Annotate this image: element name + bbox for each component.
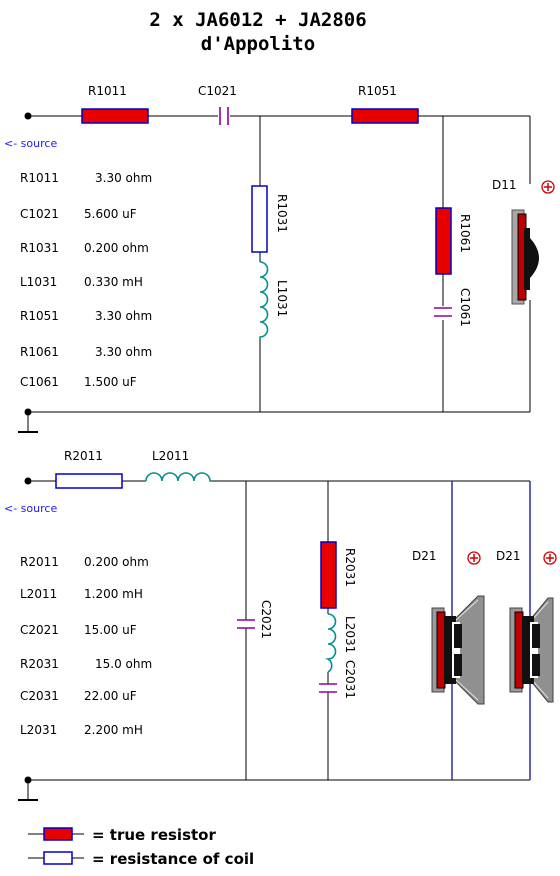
value-name: R2031 [20,657,59,671]
inductor-l1031 [259,261,269,340]
value-name: C2021 [20,623,59,637]
label-r1061: R1061 [458,214,472,253]
value-name: R1031 [20,241,59,255]
label-c1021: C1021 [198,84,237,98]
legend-true-resistor: = true resistor [92,826,216,844]
label-r1051: R1051 [358,84,397,98]
legend: = true resistor = resistance of coil [28,826,254,868]
resistor-r1011 [81,108,149,124]
value-list-top: R1011 3.30 ohm C1021 5.600 uF R1031 0.20… [20,171,152,389]
label-c2021: C2021 [259,600,273,639]
inductor-l2011 [145,472,211,482]
value-amount: 15.0 ohm [95,657,152,671]
label-d21-1: D21 [412,549,437,563]
value-name: R1051 [20,309,59,323]
input-terminal [24,477,32,485]
value-amount: 0.200 ohm [84,555,149,569]
label-r1031: R1031 [275,194,289,233]
value-name: R1061 [20,345,59,359]
input-terminal [24,112,32,120]
tweeter-d11-icon [511,184,539,305]
polarity-plus-icon [543,551,557,565]
resistor-r1051 [351,108,419,124]
label-l2011: L2011 [152,449,189,463]
label-r2011: R2011 [64,449,103,463]
value-amount: 3.30 ohm [95,309,152,323]
label-d21-2: D21 [496,549,521,563]
value-name: C1061 [20,375,59,389]
value-amount: 0.200 ohm [84,241,149,255]
title-line-2: d'Appolito [201,33,315,55]
inductor-l2031 [325,613,337,673]
legend-coil-resistance: = resistance of coil [92,850,254,868]
label-r1011: R1011 [88,84,127,98]
value-name: L2011 [20,587,57,601]
legend-coil-resistance-swatch [43,851,73,865]
label-c2031: C2031 [343,660,357,699]
resistor-r2031 [320,541,337,609]
value-name: R1011 [20,171,59,185]
label-c1061: C1061 [458,288,472,327]
value-amount: 1.200 mH [84,587,143,601]
coil-resistance-r1031 [251,185,268,253]
value-name: L2031 [20,723,57,737]
label-l2031: L2031 [343,616,357,653]
label-l1031: L1031 [275,280,289,317]
polarity-plus-icon [467,551,481,565]
value-amount: 2.200 mH [84,723,143,737]
tweeter-body [524,228,530,290]
title-line-1: 2 x JA6012 + JA2806 [149,9,366,31]
value-name: C2031 [20,689,59,703]
value-name: L1031 [20,275,57,289]
source-label-bottom: <- source [4,502,57,515]
value-name: R2011 [20,555,59,569]
bottom-circuit: R2011 L2011 C2021 R2031 L2031 C2031 [4,449,557,801]
value-amount: 22.00 uF [84,689,137,703]
value-amount: 1.500 uF [84,375,137,389]
label-r2031: R2031 [343,548,357,587]
woofer-d21-icon [431,595,485,705]
woofer-d21-icon [509,597,554,703]
value-name: C1021 [20,207,59,221]
value-amount: 0.330 mH [84,275,143,289]
tweeter-dome [530,238,539,278]
coil-resistance-r2011 [55,473,123,489]
legend-true-resistor-swatch [43,827,73,841]
source-label-top: <- source [4,137,57,150]
value-amount: 3.30 ohm [95,345,152,359]
value-amount: 15.00 uF [84,623,137,637]
resistor-r1061 [435,207,452,275]
polarity-plus-icon [541,180,555,194]
value-amount: 3.30 ohm [95,171,152,185]
value-amount: 5.600 uF [84,207,137,221]
top-circuit: R1011 C1021 R1051 R1031 L1031 R1061 C106… [4,84,555,433]
label-d11: D11 [492,178,517,192]
value-list-bottom: R2011 0.200 ohm L2011 1.200 mH C2021 15.… [20,555,152,737]
